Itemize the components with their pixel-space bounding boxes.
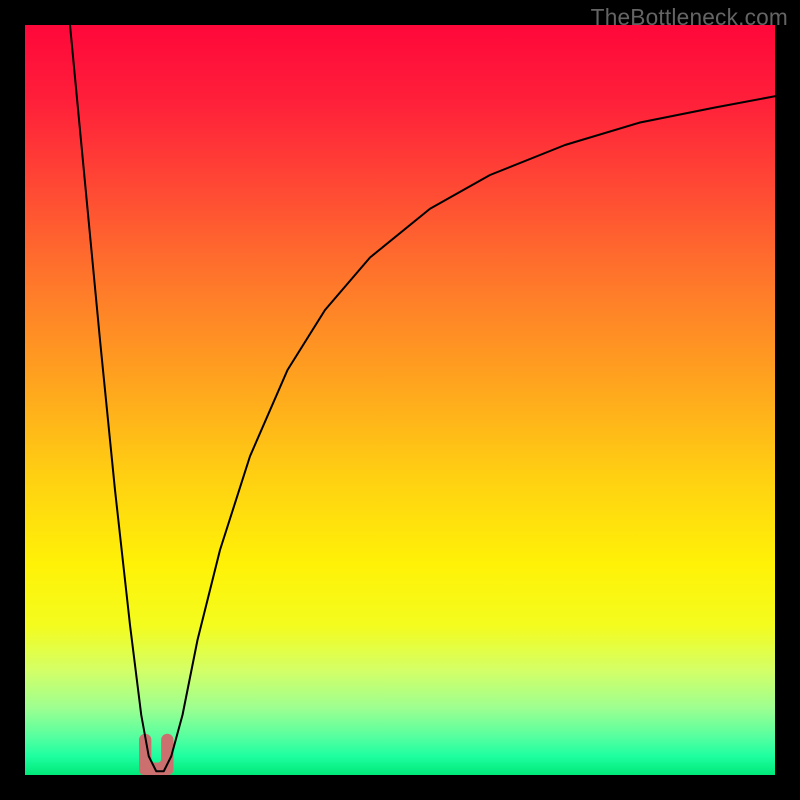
- curve-layer: [25, 25, 775, 775]
- plot-area: [25, 25, 775, 775]
- bottleneck-curve: [70, 25, 775, 771]
- watermark-text: TheBottleneck.com: [591, 4, 788, 31]
- trough-marker: [139, 734, 174, 775]
- chart-frame: TheBottleneck.com: [0, 0, 800, 800]
